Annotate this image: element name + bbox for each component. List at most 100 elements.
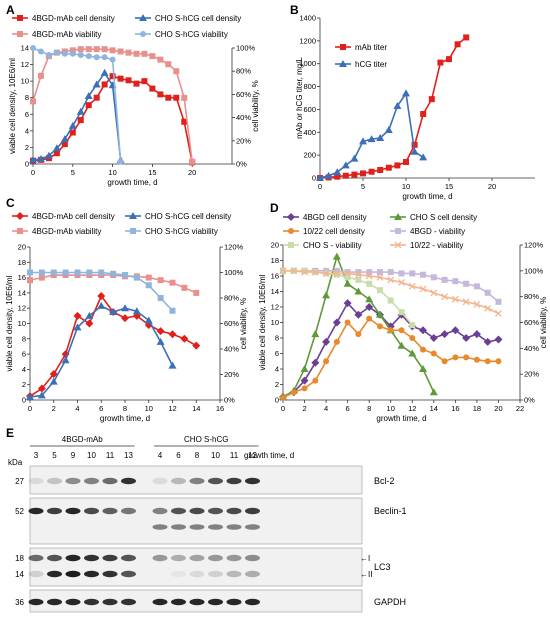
blot-band [152,477,168,485]
legend-label: 4BGD-mAb viability [32,227,101,236]
blot-band [153,571,168,577]
blot-band [84,598,99,606]
blot-band [171,477,186,485]
blot-band [65,598,81,606]
legend-label: 4BGD - viability [410,227,465,236]
y-tick-label: 0 [275,396,279,405]
data-point [141,50,148,57]
x-tick-label: 4 [324,404,328,413]
y2-tick-label: 120% [224,243,244,252]
blot-band [152,554,168,562]
blot-band [121,570,136,578]
blot-band [47,598,62,606]
data-point [437,59,444,66]
legend-label: 10/22 - viability [410,241,463,250]
data-point [354,287,363,295]
data-point [193,289,200,296]
data-point [323,358,330,365]
y2-tick-label: 100% [524,266,544,275]
data-point [375,310,384,318]
data-point [368,168,375,175]
data-point [430,274,437,281]
group-label: 4BGD-mAb [62,435,103,444]
blot-band [121,507,136,515]
data-point [74,269,81,276]
x-tick-label: 20 [488,182,496,191]
data-point [429,388,438,396]
data-point [366,280,373,287]
data-point [85,319,94,328]
y-tick-label: 6 [22,350,26,359]
growth-time-label: growth time, d [244,451,294,460]
data-point [384,126,393,133]
data-point [181,118,188,125]
data-point [301,385,308,392]
data-point [343,279,352,287]
data-point [73,323,82,331]
lane-day-label: 12 [248,451,257,460]
data-point [117,158,124,165]
blot-band [102,554,118,562]
protein-label: LC3 [374,562,391,572]
y-axis-label: mAb or hCG titer, mg/L [295,57,304,139]
data-point [333,168,342,176]
data-point [101,46,108,53]
data-point [85,53,92,60]
blot-band [189,507,205,515]
data-point [37,72,44,79]
legend-marker [288,228,294,234]
x-tick-label: 10 [145,404,153,413]
blot-band [152,507,168,515]
data-point [473,283,480,290]
data-point [290,267,298,275]
data-point [109,73,116,80]
data-point [355,276,362,283]
series-line [283,269,499,315]
data-point [376,269,383,276]
series-line [319,36,467,179]
data-point [409,335,416,341]
legend-marker [17,31,23,37]
data-point [37,48,44,55]
data-point [86,269,93,276]
data-point [398,309,405,316]
data-point [27,269,33,276]
blot-band [226,524,242,530]
legend-label: 4BGD-mAb cell density [32,212,115,221]
blot-band [65,570,81,578]
data-point [300,376,309,385]
data-point [145,282,152,289]
data-point [93,46,100,53]
blot-band [245,598,260,606]
y-tick-label: 800 [303,82,316,91]
data-point [495,358,502,365]
y-tick-label: 10 [271,318,279,327]
blot-band [171,554,186,562]
data-point [430,289,438,297]
y-tick-label: 8 [25,93,29,102]
panel-letter-e: E [6,426,14,440]
blot-band [28,598,44,606]
y2-axis-label: cell viability, % [539,297,548,348]
x-tick-label: 6 [99,404,103,413]
x-axis-label: growth time, d [100,414,150,423]
x-tick-label: 18 [473,404,481,413]
data-point [484,304,492,312]
data-point [98,269,105,276]
y-tick-label: 400 [303,128,316,137]
y-tick-label: 4 [22,365,26,374]
band-label: ←II [360,570,372,579]
blot-strip [29,547,363,587]
data-point [411,141,418,148]
kda-marker: 52 [15,507,24,516]
data-point [376,287,383,294]
legend-label: CHO S - viability [303,241,362,250]
x-axis-label: growth time, d [376,414,426,423]
data-point [157,277,164,284]
data-point [387,297,394,304]
data-point [451,295,459,303]
y-axis-label: viable cell density, 10E6/ml [258,274,267,370]
x-axis-label: growth time, d [402,192,452,201]
blot-band [189,570,205,578]
blot-band [245,507,260,515]
